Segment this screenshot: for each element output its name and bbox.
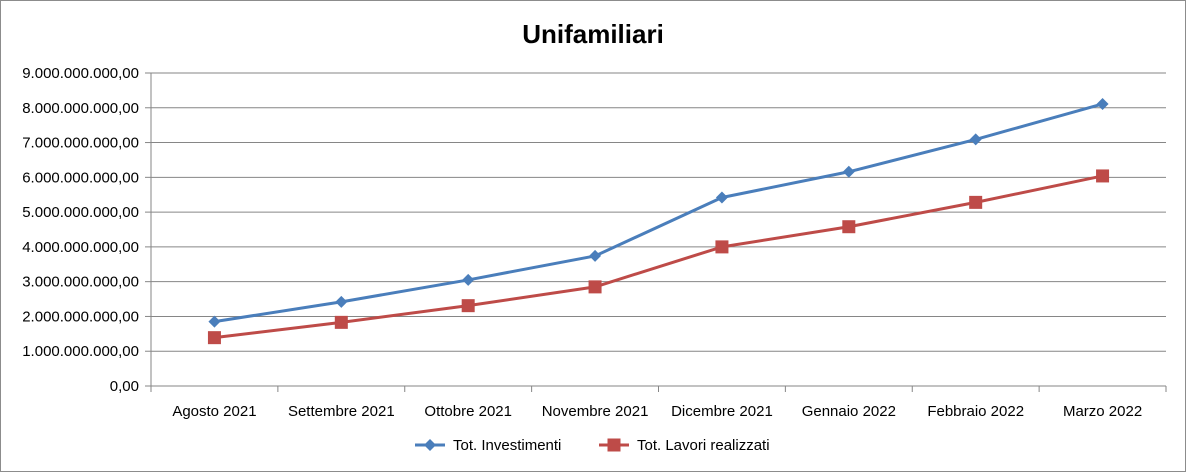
legend-swatch-marker	[607, 438, 621, 452]
series-line	[214, 174, 1103, 340]
y-tick-label: 7.000.000.000,00	[22, 135, 139, 152]
data-point	[589, 249, 602, 262]
series-1	[208, 97, 1109, 328]
data-point	[842, 165, 855, 178]
series-line	[214, 102, 1103, 324]
axes	[145, 72, 1167, 392]
legend: Tot. Investimenti Tot. Lavori realizzati	[415, 437, 770, 454]
y-tick-label: 8.000.000.000,00	[22, 100, 139, 117]
data-point	[969, 133, 982, 146]
x-tick-label: Settembre 2021	[288, 403, 395, 420]
legend-label: Tot. Investimenti	[453, 437, 561, 454]
data-point	[588, 280, 602, 294]
data-point	[715, 191, 728, 204]
x-tick-label: Novembre 2021	[542, 403, 649, 420]
x-tick-label: Agosto 2021	[172, 403, 256, 420]
data-point	[969, 195, 983, 209]
data-point	[1096, 169, 1110, 183]
gridlines	[151, 72, 1166, 352]
legend-label: Tot. Lavori realizzati	[637, 437, 770, 454]
y-axis-tick-labels: 0,00 1.000.000.000,00 2.000.000.000,00 3.00…	[22, 65, 139, 395]
data-point	[842, 220, 856, 234]
data-point	[208, 315, 221, 328]
legend-item: Tot. Investimenti	[415, 437, 561, 454]
data-point	[207, 331, 221, 345]
data-point	[462, 273, 475, 286]
x-tick-label: Dicembre 2021	[671, 403, 773, 420]
x-tick-label: Marzo 2022	[1063, 403, 1142, 420]
y-tick-label: 4.000.000.000,00	[22, 239, 139, 256]
x-tick-label: Ottobre 2021	[424, 403, 512, 420]
y-tick-label: 0,00	[110, 378, 139, 395]
x-tick-label: Gennaio 2022	[802, 403, 896, 420]
y-tick-label: 3.000.000.000,00	[22, 274, 139, 291]
y-tick-label: 5.000.000.000,00	[22, 204, 139, 221]
data-point	[334, 315, 348, 329]
data-point	[1096, 97, 1109, 110]
data-point	[715, 240, 729, 254]
legend-swatch-marker	[424, 439, 436, 451]
data-series	[207, 97, 1110, 345]
legend-item: Tot. Lavori realizzati	[599, 437, 770, 454]
y-tick-label: 1.000.000.000,00	[22, 343, 139, 360]
x-axis-tick-labels: Agosto 2021 Settembre 2021 Ottobre 2021 Nov…	[172, 403, 1142, 420]
y-tick-label: 2.000.000.000,00	[22, 308, 139, 325]
data-point	[461, 299, 475, 313]
y-tick-label: 9.000.000.000,00	[22, 65, 139, 82]
y-tick-label: 6.000.000.000,00	[22, 169, 139, 186]
data-point	[335, 295, 348, 308]
chart-title: Unifamiliari	[522, 19, 664, 49]
series-2	[207, 169, 1110, 345]
x-tick-label: Febbraio 2022	[927, 403, 1024, 420]
